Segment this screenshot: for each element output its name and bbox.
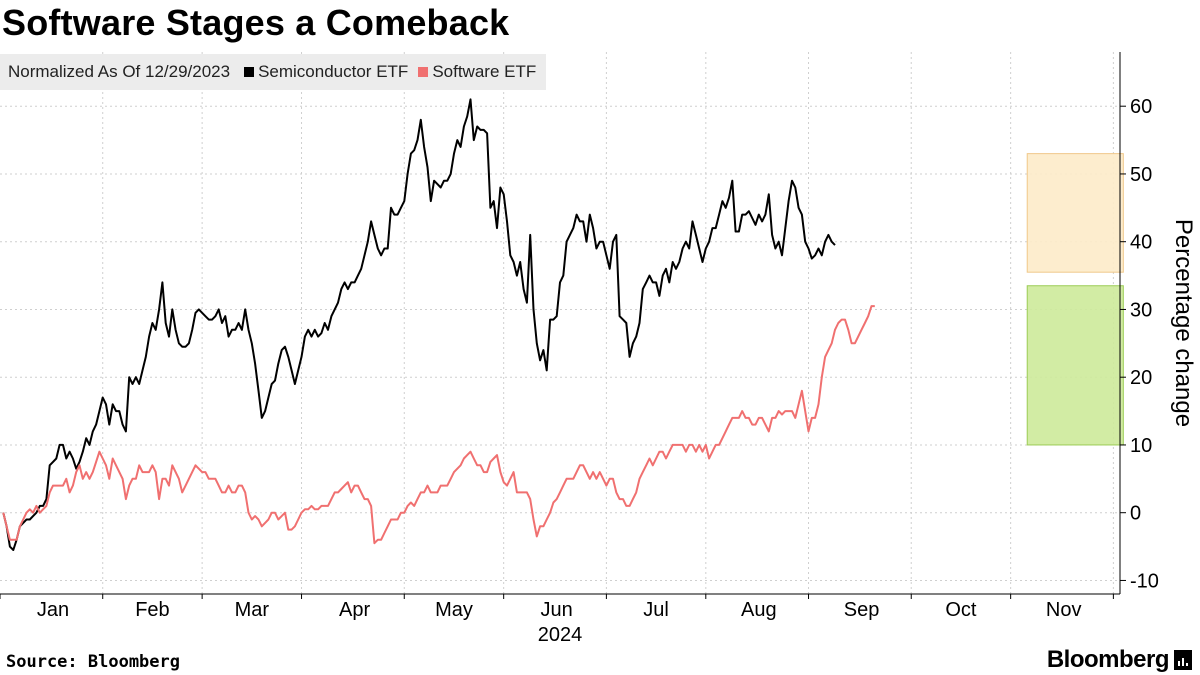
- brand: Bloomberg: [1047, 646, 1192, 674]
- x-tick-label-apr: Apr: [339, 599, 370, 621]
- x-tick-label-jan: Jan: [37, 599, 69, 621]
- software-highlight: [1026, 285, 1124, 446]
- axes: [0, 52, 1121, 595]
- grid: [0, 52, 1120, 594]
- legend-label-semiconductor: Semiconductor ETF: [258, 62, 409, 81]
- y-tick-label: 0: [1130, 503, 1141, 525]
- axis-ticks: -10 0 10 20 30 40 50 60 Jan Feb Mar Apr May Jun Jul Aug…: [0, 96, 1159, 621]
- y-tick-label: 10: [1130, 435, 1152, 457]
- x-tick-label-oct: Oct: [945, 599, 977, 621]
- y-tick-label: 60: [1130, 96, 1152, 118]
- y-tick-label: -10: [1130, 570, 1159, 592]
- legend-label-software: Software ETF: [432, 62, 537, 81]
- brand-logo-text: Bloomberg: [1046, 646, 1170, 673]
- x-tick-label-sep: Sep: [844, 599, 880, 621]
- legend-swatch-semiconductor: [244, 67, 255, 77]
- bloomberg-terminal-icon: [1174, 650, 1192, 670]
- y-tick-label: 50: [1130, 164, 1152, 186]
- x-tick-label-may: May: [435, 599, 473, 621]
- series-line-software: [2, 305, 875, 545]
- semiconductor-highlight: [1026, 153, 1124, 273]
- series-lines: [2, 98, 875, 551]
- y-axis-label: Percentage change: [1170, 219, 1197, 427]
- x-tick-label-feb: Feb: [135, 599, 169, 621]
- x-axis-year-label: 2024: [538, 624, 583, 646]
- legend-swatch-software: [418, 67, 429, 77]
- source-note: Source: Bloomberg: [6, 652, 180, 672]
- chart-title: Software Stages a Comeback: [2, 2, 510, 43]
- x-tick-label-jun: Jun: [541, 599, 573, 621]
- x-tick-label-jul: Jul: [643, 599, 669, 621]
- y-tick-label: 40: [1130, 232, 1152, 254]
- highlight-boxes: [1026, 153, 1124, 446]
- x-tick-label-mar: Mar: [235, 599, 270, 621]
- y-tick-label: 20: [1130, 367, 1152, 389]
- legend-item-semiconductor: Semiconductor ETF: [244, 62, 408, 82]
- legend-item-software: Software ETF: [418, 62, 536, 82]
- legend-note: Normalized As Of 12/29/2023: [8, 62, 231, 81]
- legend: Normalized As Of 12/29/2023 Semiconducto…: [0, 54, 547, 90]
- y-tick-label: 30: [1130, 299, 1152, 321]
- series-line-semiconductor: [2, 98, 836, 551]
- x-tick-label-nov: Nov: [1046, 599, 1082, 621]
- x-tick-label-aug: Aug: [741, 599, 777, 621]
